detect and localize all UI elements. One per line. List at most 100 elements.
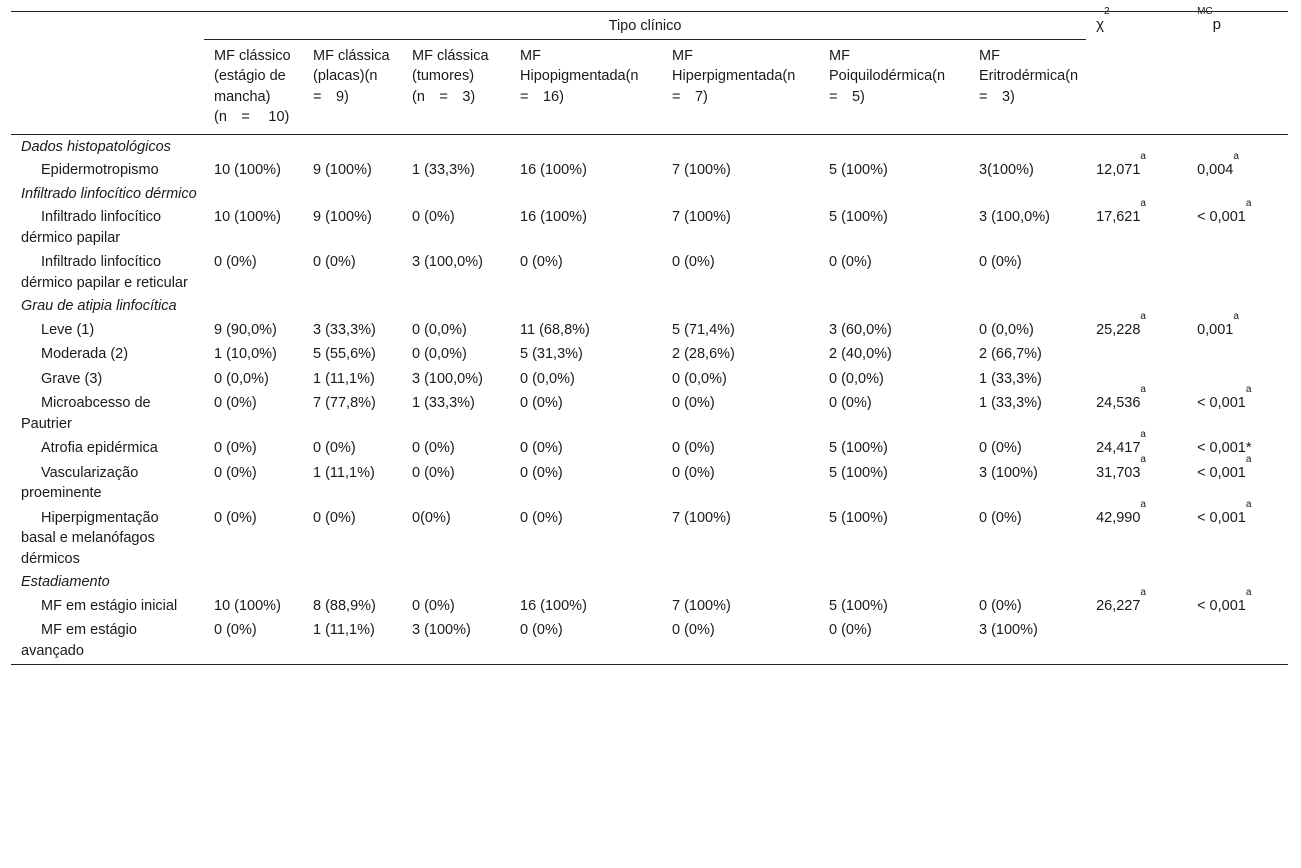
p-value: < 0,001 <box>1197 209 1246 225</box>
chi-square-cell: 26,227a <box>1086 587 1187 618</box>
value-cell: 0 (0%) <box>520 440 563 456</box>
value-cell: 3 (100,0%) <box>412 254 483 270</box>
section-row: Dados histopatológicos <box>11 134 1288 157</box>
row-label-cell: MF em estágio avançado <box>11 617 204 665</box>
value-cell: 10 (100%) <box>214 597 281 614</box>
value-cell: 9 (90,0%) <box>214 321 277 338</box>
table-row: MF em estágio inicial 10 (100%) 8 (88,9%) 0… <box>11 587 1288 618</box>
table-row: Leve (1) 9 (90,0%) 3 (33,3%) 0 (0,0%) 11 (68… <box>11 311 1288 342</box>
value-cell: 8 (88,9%) <box>313 597 376 614</box>
table-row: Vascularização proeminente 0 (0%) 1 (11,1%… <box>11 454 1288 505</box>
chi-square-cell: 17,621a <box>1086 199 1187 249</box>
section-title: Grau de atipia linfocítica <box>21 298 177 314</box>
chi-label: χ <box>1096 16 1104 33</box>
p-value-cell <box>1187 249 1288 294</box>
value-cell: 3 (100%) <box>979 464 1038 481</box>
value-cell: 0 (0%) <box>313 440 356 456</box>
table-row: Hiperpigmentação basal e melanófagos dér… <box>11 499 1288 571</box>
p-value-cell: < 0,001a <box>1187 499 1288 571</box>
value-cell: 1 (10,0%) <box>214 346 277 362</box>
p-value: < 0,001 <box>1197 597 1246 614</box>
chi-square-header: χ2 <box>1086 7 1188 135</box>
value-cell: 0 (0%) <box>979 254 1022 270</box>
row-label: MF em estágio inicial <box>41 597 178 614</box>
p-value: 0,001 <box>1197 321 1234 338</box>
row-label-cell: Grave (3) <box>11 366 204 391</box>
table-row: MF em estágio avançado 0 (0%) 1 (11,1%) 3 (… <box>11 617 1289 665</box>
chi-square-footnote: a <box>1140 453 1146 465</box>
value-cell: 2 (66,7%) <box>979 346 1042 362</box>
row-label: Microabcesso de Pautrier <box>21 395 151 432</box>
row-label-cell: Infiltrado linfocítico dérmico papilar e… <box>11 249 204 294</box>
p-superscript: MC <box>1197 6 1213 17</box>
value-cell: 3 (100,0%) <box>979 209 1050 225</box>
chi-square-footnote: a <box>1140 586 1146 598</box>
value-cell: 1 (33,3%) <box>979 370 1042 387</box>
chi-square-cell <box>1086 249 1187 294</box>
value-cell: 3 (60,0%) <box>829 321 892 338</box>
row-label: MF em estágio avançado <box>21 622 137 659</box>
p-value-footnote: a <box>1245 453 1252 465</box>
value-cell: 0 (0,0%) <box>412 321 467 338</box>
value-cell: 5 (100%) <box>829 440 888 456</box>
value-cell: 0 (0%) <box>313 509 356 526</box>
row-label-cell: Infiltrado linfocítico dérmico papilar <box>11 204 204 249</box>
value-cell: 7 (77,8%) <box>313 395 376 411</box>
value-cell: 10 (100%) <box>214 209 281 225</box>
value-cell: 10 (100%) <box>214 162 281 178</box>
chi-square-value: 12,071 <box>1096 162 1141 178</box>
column-header: MF clássica (tumores)(n = 3) <box>402 39 510 135</box>
value-cell: 0 (0%) <box>672 440 715 456</box>
section-row: Infiltrado linfocítico dérmico <box>11 182 1288 205</box>
p-value-footnote: a <box>1245 198 1252 209</box>
value-cell: 16 (100%) <box>520 597 587 614</box>
results-table: Tipo clínico χ2 MCp MF clássico (estágio… <box>11 7 1289 665</box>
table-body: Dados histopatológicos Epidermotropismo 10… <box>11 134 1289 665</box>
value-cell: 0 (0%) <box>214 254 257 270</box>
row-label: Moderada (2) <box>41 346 129 362</box>
chi-square-cell: 12,071a <box>1086 152 1187 182</box>
value-cell: 0 (0%) <box>520 395 563 411</box>
value-cell: 0 (0%) <box>510 617 662 665</box>
value-cell: 0 (0%) <box>819 617 969 665</box>
p-value-cell: 0,004a <box>1187 152 1288 182</box>
value-cell: 0 (0%) <box>979 440 1022 456</box>
table-row: Infiltrado linfocítico dérmico papilar 10… <box>11 199 1288 249</box>
value-cell: 0 (0%) <box>412 209 455 225</box>
value-cell: 0 (0%) <box>214 509 257 526</box>
value-cell: 5 (100%) <box>829 464 888 481</box>
value-cell: 5 (31,3%) <box>520 346 583 362</box>
p-value-footnote: a <box>1245 586 1252 598</box>
corner-cell <box>11 11 204 135</box>
value-cell: 1 (11,1%) <box>313 370 375 387</box>
column-header: MF Hipopigmentada(n = 16) <box>510 39 662 135</box>
p-value: 0,004 <box>1197 162 1234 178</box>
value-cell: 0 (0,0%) <box>520 370 575 387</box>
table-row: Grave (3) 0 (0,0%) 1 (11,1%) 3 (100,0%) 0 (0… <box>11 366 1288 391</box>
value-cell: 0 (0%) <box>520 509 563 526</box>
p-value-header: MCp <box>1187 7 1289 135</box>
value-cell: 0(0%) <box>412 509 451 526</box>
p-value: < 0,001* <box>1197 440 1252 456</box>
chi-square-footnote: a <box>1140 310 1146 322</box>
value-cell: 0 (0%) <box>672 395 715 411</box>
p-value: < 0,001 <box>1197 395 1246 411</box>
row-label: Grave (3) <box>41 370 103 387</box>
value-cell: 16 (100%) <box>520 162 587 178</box>
chi-square-cell <box>1086 617 1188 665</box>
value-cell: 0 (0%) <box>662 617 819 665</box>
p-value-cell <box>1187 341 1288 366</box>
chi-square-value: 17,621 <box>1096 209 1141 225</box>
p-value-cell <box>1187 617 1289 665</box>
value-cell: 3(100%) <box>979 162 1034 178</box>
table-row: Microabcesso de Pautrier 0 (0%) 7 (77,8%) 1… <box>11 385 1288 435</box>
chi-square-footnote: a <box>1140 151 1146 162</box>
section-row: Estadiamento <box>11 570 1288 593</box>
value-cell: 0 (0%) <box>214 464 257 481</box>
chi-square-cell: 24,536a <box>1086 385 1187 435</box>
value-cell: 3 (100%) <box>402 617 510 665</box>
value-cell: 0 (0%) <box>829 254 872 270</box>
value-cell: 2 (28,6%) <box>672 346 735 362</box>
p-value-cell: < 0,001a <box>1187 454 1288 505</box>
row-label: Atrofia epidérmica <box>41 440 158 456</box>
